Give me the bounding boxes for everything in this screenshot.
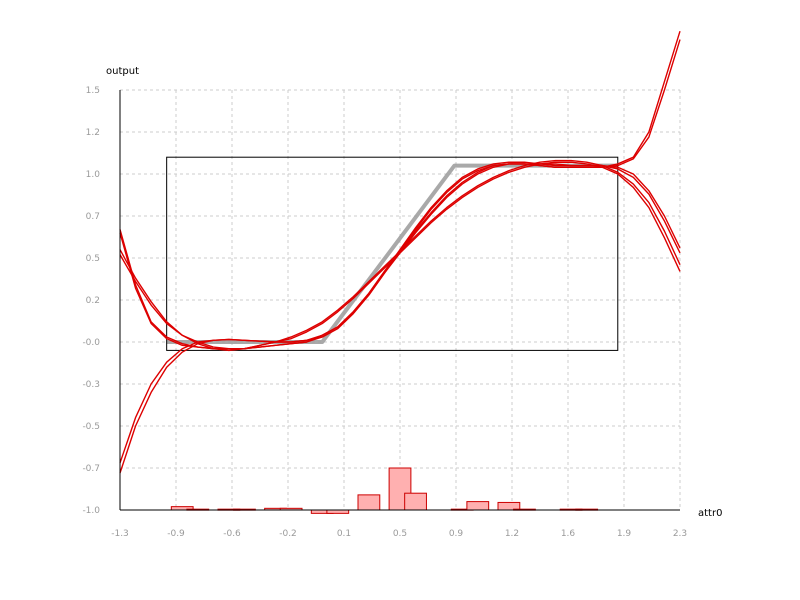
x-axis-title: attr0 <box>698 508 722 519</box>
axis-layer <box>119 90 680 511</box>
curves-layer <box>119 30 681 474</box>
x-tick-label: -0.9 <box>167 529 185 539</box>
target-function-line <box>166 163 618 344</box>
y-tick-label: -0.5 <box>82 422 100 432</box>
y-tick-label: 0.2 <box>86 296 100 306</box>
y-tick-label: 1.0 <box>86 170 101 180</box>
y-tick-label: -0.0 <box>82 338 100 348</box>
x-tick-label: 1.2 <box>505 529 519 539</box>
x-tick-label: 2.3 <box>673 529 687 539</box>
histogram-layer <box>170 467 599 514</box>
x-tick-label: 0.9 <box>449 529 464 539</box>
data-range-box <box>166 156 619 351</box>
y-tick-label: -0.7 <box>82 464 100 474</box>
x-tick-label: 0.5 <box>393 529 407 539</box>
histogram-bar <box>357 494 381 511</box>
y-tick-label: -0.3 <box>82 380 100 390</box>
y-tick-label: -1.0 <box>82 506 100 516</box>
y-tick-label: 1.5 <box>86 86 100 96</box>
grid-layer <box>119 89 681 511</box>
x-tick-label: -0.2 <box>279 529 297 539</box>
x-tick-labels: -1.3 -0.9 -0.6 -0.2 0.1 0.5 0.9 1.2 1.6 1.9 2.3 <box>111 529 687 539</box>
y-tick-label: 0.5 <box>86 254 100 264</box>
fitted-curve <box>119 159 681 352</box>
y-axis-title: output <box>106 66 139 77</box>
x-tick-label: 1.6 <box>561 529 576 539</box>
fitted-curve <box>119 161 681 350</box>
x-tick-label: 1.9 <box>617 529 632 539</box>
histogram-bar <box>466 501 490 511</box>
y-tick-label: 0.7 <box>86 212 100 222</box>
x-tick-label: 0.1 <box>337 529 351 539</box>
y-tick-label: 1.2 <box>86 128 100 138</box>
y-tick-labels: 1.5 1.2 1.0 0.7 0.5 0.2 -0.0 -0.3 -0.5 -0.7 -1.0 <box>82 86 100 516</box>
target-function-layer <box>166 163 618 344</box>
histogram-bar <box>404 492 427 511</box>
x-tick-label: -0.6 <box>223 529 241 539</box>
x-tick-label: -1.3 <box>111 529 129 539</box>
histogram-bar <box>326 509 350 514</box>
